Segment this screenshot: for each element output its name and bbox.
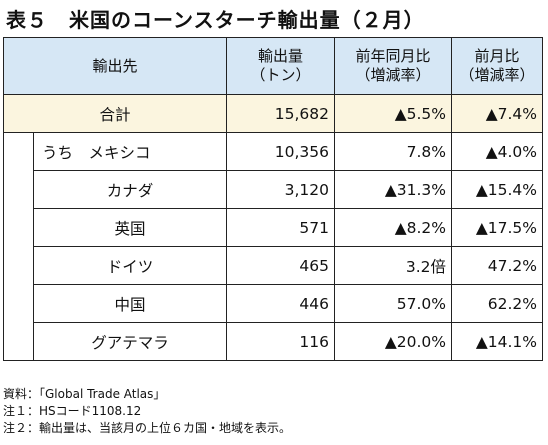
table-row: グアテマラ 116 ▲20.0% ▲14.1%: [3, 322, 544, 361]
row-name: うち メキシコ: [32, 132, 228, 171]
row-mom: ▲15.4%: [451, 170, 544, 209]
row-volume: 571: [226, 208, 336, 247]
row-yoy: ▲8.2%: [334, 208, 453, 247]
total-yoy: ▲5.5%: [334, 94, 453, 133]
row-name: 中国: [32, 284, 228, 323]
table-row: 中国 446 57.0% 62.2%: [3, 284, 544, 323]
table-row: カナダ 3,120 ▲31.3% ▲15.4%: [3, 170, 544, 209]
total-name: 合計: [2, 94, 228, 133]
indent-cell: [3, 208, 34, 247]
row-name: カナダ: [32, 170, 228, 209]
header-destination: 輸出先: [2, 37, 228, 95]
indent-cell: [3, 284, 34, 323]
row-volume: 116: [226, 322, 336, 361]
export-table: 輸出先 輸出量 （トン） 前年同月比 （増減率） 前月比 （増減率） 合計 15…: [2, 37, 544, 361]
row-mom: ▲17.5%: [451, 208, 544, 247]
header-volume-line1: 輸出量: [258, 47, 304, 65]
table-row: 英国 571 ▲8.2% ▲17.5%: [3, 208, 544, 247]
header-mom: 前月比 （増減率）: [451, 37, 544, 95]
footnote-1: 注１：HSコード1108.12: [3, 404, 142, 418]
header-yoy-line1: 前年同月比: [355, 47, 431, 65]
header-yoy-line2: （増減率）: [355, 66, 431, 84]
row-volume: 3,120: [226, 170, 336, 209]
header-yoy: 前年同月比 （増減率）: [334, 37, 453, 95]
row-name: 英国: [32, 208, 228, 247]
row-mom: 47.2%: [451, 246, 544, 285]
header-volume-line2: （トン）: [250, 66, 311, 84]
table-row-total: 合計 15,682 ▲5.5% ▲7.4%: [2, 94, 544, 133]
footnote-2: 注２：輸出量は、当該月の上位６カ国・地域を表示。: [3, 421, 292, 435]
row-mom: 62.2%: [451, 284, 544, 323]
row-mom: ▲14.1%: [451, 322, 544, 361]
table-row: うち メキシコ 10,356 7.8% ▲4.0%: [3, 132, 544, 171]
indent-cell: [3, 246, 34, 285]
table-title: 表５ 米国のコーンスターチ輸出量（２月）: [6, 8, 425, 32]
indent-cell: [3, 170, 34, 209]
row-name: グアテマラ: [32, 322, 228, 361]
row-yoy: ▲20.0%: [334, 322, 453, 361]
row-yoy: ▲31.3%: [334, 170, 453, 209]
row-name: ドイツ: [32, 246, 228, 285]
row-mom: ▲4.0%: [451, 132, 544, 171]
row-volume: 465: [226, 246, 336, 285]
indent-cell: [3, 132, 34, 171]
total-mom: ▲7.4%: [451, 94, 544, 133]
row-yoy: 57.0%: [334, 284, 453, 323]
header-row: 輸出先 輸出量 （トン） 前年同月比 （増減率） 前月比 （増減率）: [2, 37, 544, 95]
row-yoy: 7.8%: [334, 132, 453, 171]
header-volume: 輸出量 （トン）: [226, 37, 336, 95]
footnotes: 資料：「Global Trade Atlas」 注１：HSコード1108.12 …: [3, 386, 291, 437]
row-volume: 10,356: [226, 132, 336, 171]
table-row: ドイツ 465 3.2倍 47.2%: [3, 246, 544, 285]
row-yoy: 3.2倍: [334, 246, 453, 285]
indent-cell: [3, 322, 34, 361]
header-mom-line1: 前月比: [474, 47, 520, 65]
row-volume: 446: [226, 284, 336, 323]
header-mom-line2: （増減率）: [459, 66, 535, 84]
total-volume: 15,682: [226, 94, 336, 133]
source-note: 資料：「Global Trade Atlas」: [3, 387, 166, 401]
